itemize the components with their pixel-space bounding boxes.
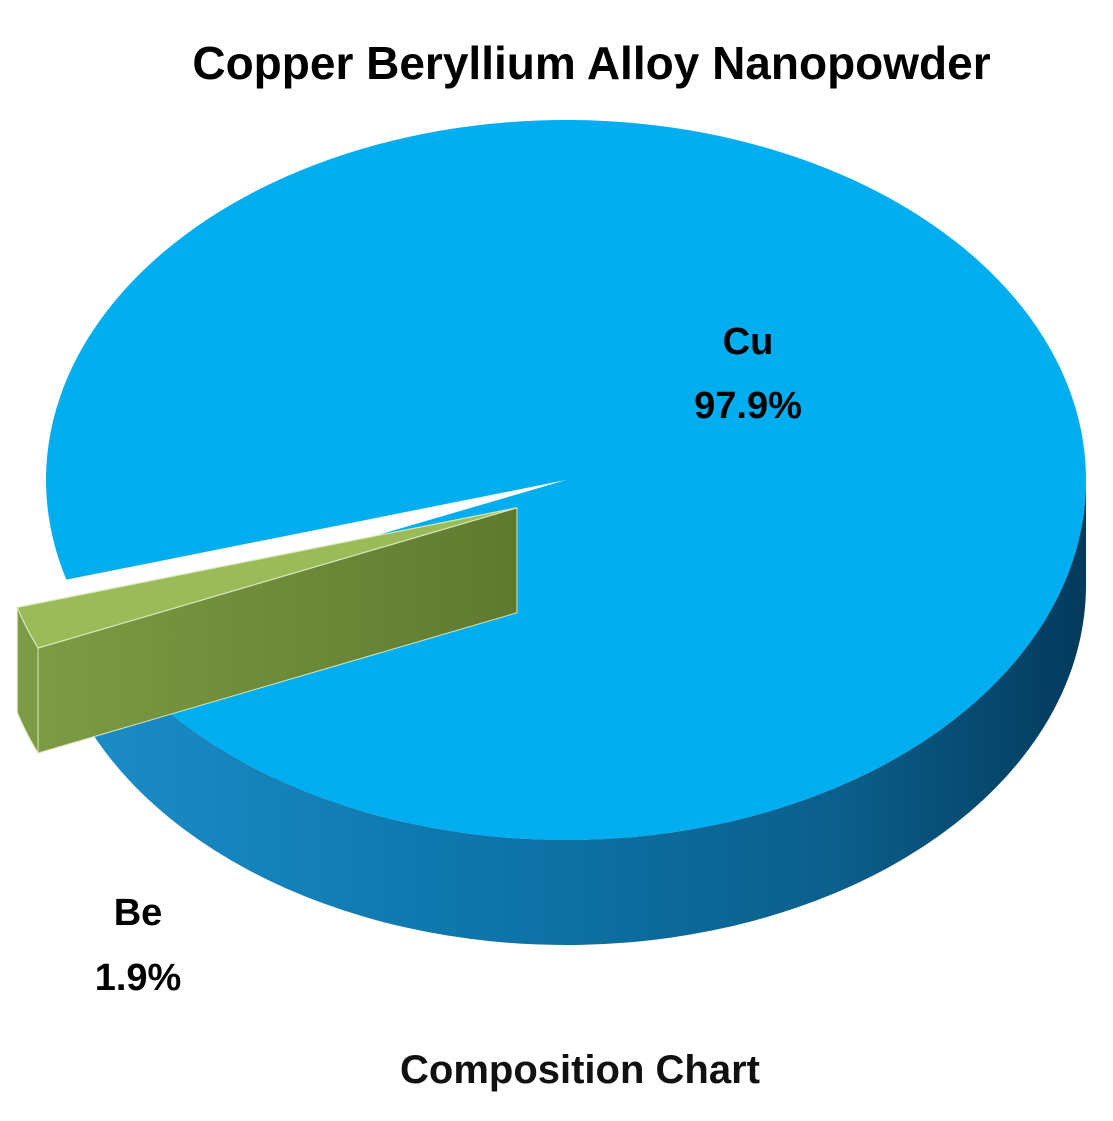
chart-subtitle: Composition Chart bbox=[400, 1048, 760, 1092]
slice-label-cu: Cu bbox=[723, 321, 774, 363]
slice-value-be: 1.9% bbox=[95, 957, 182, 999]
slice-cu bbox=[46, 120, 1087, 945]
slice-cu-top bbox=[46, 120, 1087, 841]
chart-title: Copper Beryllium Alloy Nanopowder bbox=[192, 37, 991, 89]
slice-cu-side bbox=[87, 480, 1087, 945]
slice-label-be: Be bbox=[114, 892, 163, 934]
slice-be-top bbox=[16, 507, 518, 649]
slice-be bbox=[16, 507, 518, 755]
slice-value-cu: 97.9% bbox=[694, 385, 802, 427]
